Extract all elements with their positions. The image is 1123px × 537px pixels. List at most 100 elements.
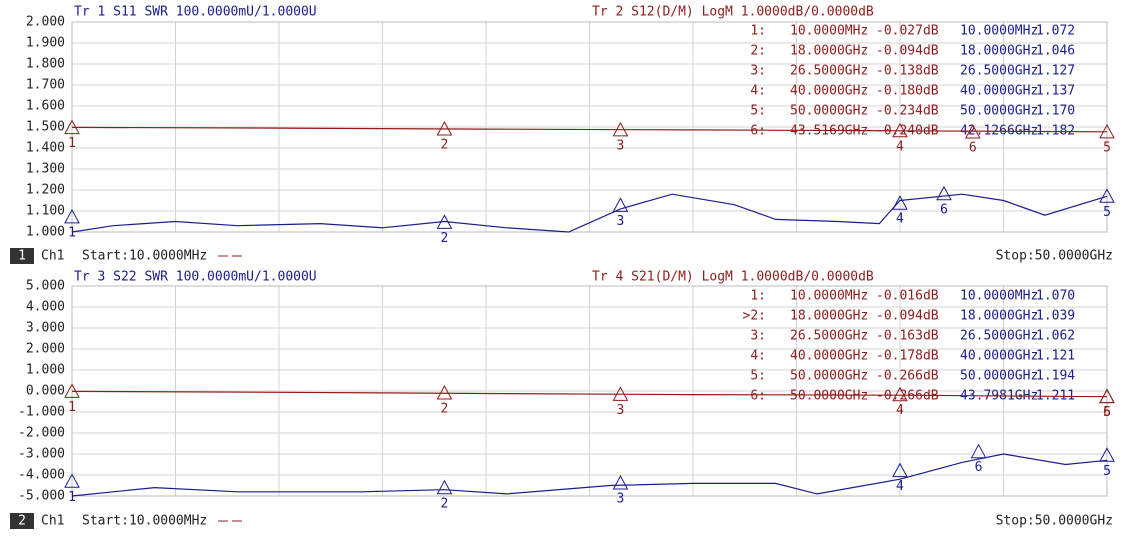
marker-number: 3	[617, 138, 625, 153]
marker-frequency: 10.0000MHz	[960, 289, 1038, 304]
marker-row-number: 4:	[750, 349, 766, 364]
channel-number: 1	[18, 249, 26, 264]
marker-value: 1.170	[1036, 104, 1075, 119]
marker-triangle	[612, 386, 629, 401]
marker-frequency: 50.0000GHz	[960, 104, 1038, 119]
trace-label: Tr 3 S22 SWR 100.0000mU/1.0000U	[74, 270, 317, 285]
marker-number: 3	[617, 403, 625, 418]
marker-frequency: 50.0000GHz	[790, 389, 868, 404]
marker-value: 1.062	[1036, 329, 1075, 344]
marker-frequency: 18.0000GHz	[960, 44, 1038, 59]
marker-number: 5	[1103, 205, 1111, 220]
y-tick-label: 5.000	[26, 279, 65, 294]
y-tick-label: -3.000	[18, 447, 65, 462]
marker-row-number: 1:	[750, 289, 766, 304]
marker-frequency: 50.0000GHz	[790, 104, 868, 119]
marker-triangle	[64, 208, 80, 224]
marker-number: 1	[68, 225, 76, 240]
y-tick-label: 3.000	[26, 321, 65, 336]
marker-row-number: 5:	[750, 369, 766, 384]
trace-line	[71, 453, 1108, 497]
marker-triangle	[892, 122, 908, 138]
y-tick-label: 0.000	[26, 384, 65, 399]
marker-value: -0.016dB	[876, 289, 939, 304]
marker-value: -0.178dB	[876, 349, 939, 364]
channel-number: 2	[18, 514, 26, 529]
marker-number: 5	[1103, 464, 1111, 479]
y-tick-label: -2.000	[18, 426, 65, 441]
channel-label: Ch1	[41, 249, 64, 264]
marker-triangle	[64, 383, 80, 398]
marker-triangle	[892, 195, 908, 210]
marker-triangle	[436, 479, 453, 495]
trace-label: Tr 1 S11 SWR 100.0000mU/1.0000U	[74, 5, 317, 20]
marker-frequency: 18.0000GHz	[790, 44, 868, 59]
plot-frame	[71, 285, 1108, 497]
marker-frequency: 10.0000MHz	[790, 24, 868, 39]
y-tick-label: 1.300	[26, 162, 65, 177]
marker-frequency: 26.5000GHz	[790, 64, 868, 79]
marker-frequency: 26.5000GHz	[960, 64, 1038, 79]
marker-value: -0.138dB	[876, 64, 939, 79]
marker-number: 4	[896, 139, 904, 154]
marker-number: 4	[896, 479, 904, 494]
marker-value: -0.266dB	[876, 389, 939, 404]
marker-triangle	[612, 197, 629, 212]
marker-value: -0.234dB	[876, 104, 939, 119]
marker-triangle	[436, 120, 453, 136]
marker-value: -0.180dB	[876, 84, 939, 99]
marker-row-number: 3:	[750, 329, 766, 344]
y-tick-label: 1.000	[26, 363, 65, 378]
marker-value: 1.121	[1036, 349, 1075, 364]
marker-triangle	[436, 214, 453, 229]
marker-row-number: 5:	[750, 104, 766, 119]
marker-value: 1.039	[1036, 309, 1075, 324]
y-tick-label: 1.100	[26, 204, 65, 219]
marker-number: 4	[896, 212, 904, 227]
marker-frequency: 18.0000GHz	[790, 309, 868, 324]
marker-number: 6	[975, 460, 983, 475]
marker-value: -0.266dB	[876, 369, 939, 384]
marker-frequency: 26.5000GHz	[790, 329, 868, 344]
stop-label: Stop:50.0000GHz	[996, 249, 1113, 264]
marker-number: 6	[1103, 405, 1111, 420]
y-tick-label: 2.000	[26, 342, 65, 357]
marker-row-number: 3:	[750, 64, 766, 79]
marker-value: -0.094dB	[876, 309, 939, 324]
y-tick-label: -4.000	[18, 468, 65, 483]
marker-number: 5	[1103, 140, 1111, 155]
marker-number: 3	[617, 491, 625, 506]
channel-badge	[10, 248, 34, 264]
marker-value: -0.163dB	[876, 329, 939, 344]
marker-frequency: 10.0000MHz	[790, 289, 868, 304]
marker-triangle	[964, 123, 981, 139]
marker-triangle	[892, 462, 908, 478]
stop-label: Stop:50.0000GHz	[996, 514, 1113, 529]
marker-triangle	[1099, 123, 1115, 139]
marker-frequency: 50.0000GHz	[790, 369, 868, 384]
marker-frequency: 10.0000MHz	[960, 24, 1038, 39]
marker-triangle	[1099, 188, 1115, 203]
marker-number: 3	[617, 214, 625, 229]
trace-line	[71, 126, 1108, 133]
channel-badge	[10, 513, 34, 529]
y-tick-label: 1.000	[26, 225, 65, 240]
marker-number: 2	[441, 401, 449, 416]
plot-frame	[71, 21, 1108, 233]
y-tick-label: -5.000	[18, 489, 65, 504]
marker-number: 4	[896, 403, 904, 418]
y-tick-label: 1.500	[26, 120, 65, 135]
y-tick-label: 1.600	[26, 99, 65, 114]
marker-number: 6	[940, 202, 948, 217]
start-label: Start:10.0000MHz	[82, 249, 207, 264]
marker-triangle	[936, 185, 952, 201]
trace-label: Tr 2 S12(D/M) LogM 1.0000dB/0.0000dB	[592, 5, 874, 20]
y-tick-label: -1.000	[18, 405, 65, 420]
marker-value: 1.194	[1036, 369, 1075, 384]
marker-triangle	[436, 384, 453, 400]
marker-triangle	[64, 473, 80, 488]
marker-value: 1.072	[1036, 24, 1075, 39]
marker-number: 5	[1103, 405, 1111, 420]
marker-number: 1	[68, 136, 76, 151]
